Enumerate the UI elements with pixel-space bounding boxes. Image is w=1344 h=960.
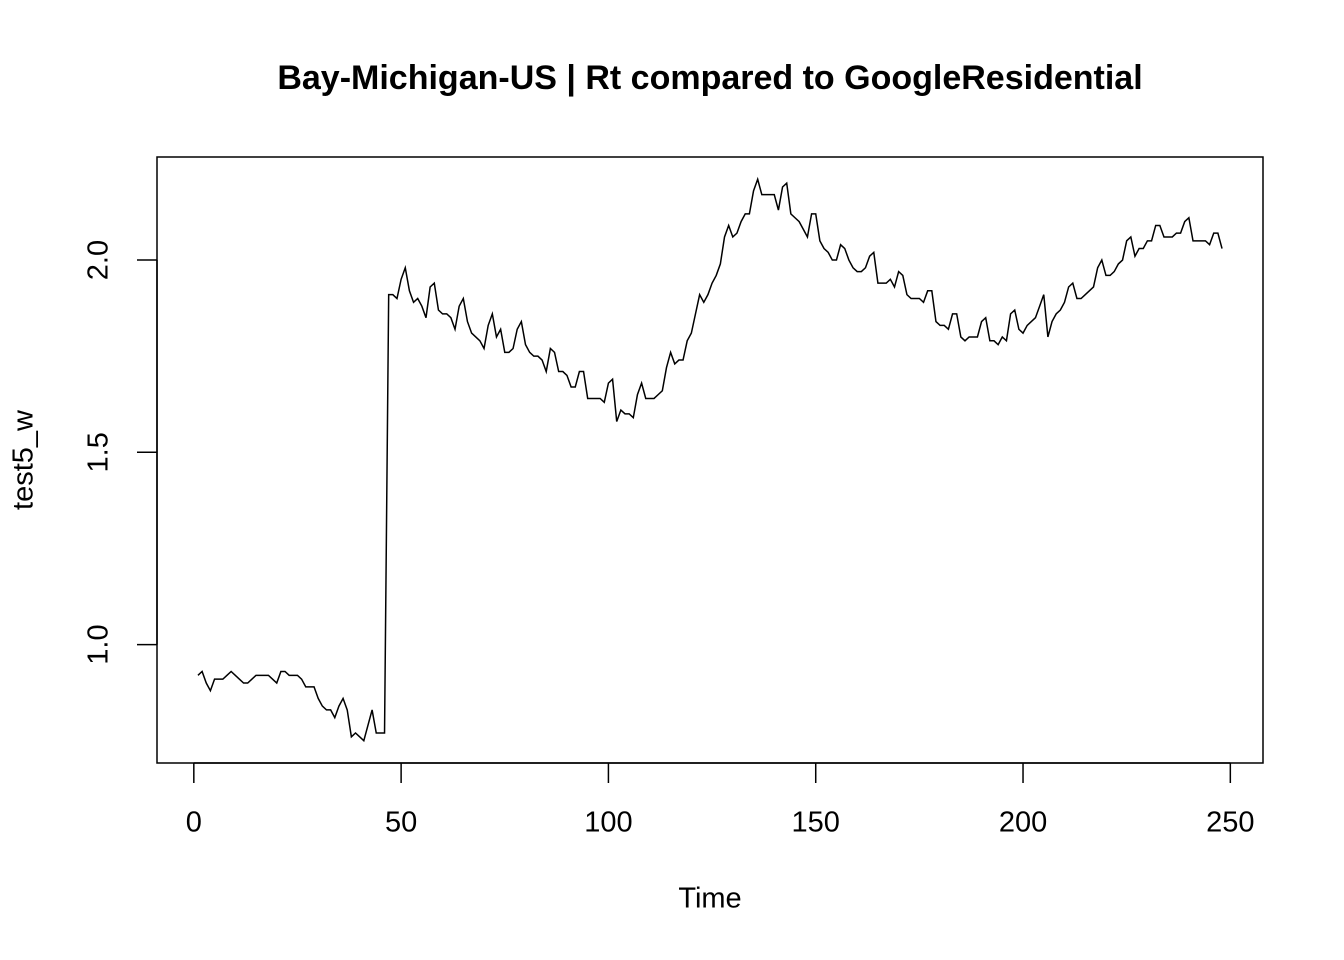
y-tick-label: 1.5 (83, 432, 115, 472)
x-tick-label: 150 (792, 807, 840, 839)
y-tick-label: 2.0 (83, 240, 115, 280)
y-axis-label: test5_w (8, 409, 40, 510)
x-axis-label: Time (678, 883, 741, 915)
series-line (197, 176, 1223, 743)
plot-frame (156, 156, 1264, 764)
x-tick-label: 200 (999, 807, 1047, 839)
x-tick-label: 50 (385, 807, 417, 839)
chart-title: Bay-Michigan-US | Rt compared to GoogleR… (277, 59, 1142, 97)
y-tick-label: 1.0 (83, 624, 115, 664)
x-tick-label: 100 (584, 807, 632, 839)
x-tick-label: 250 (1206, 807, 1254, 839)
x-tick-label: 0 (186, 807, 202, 839)
